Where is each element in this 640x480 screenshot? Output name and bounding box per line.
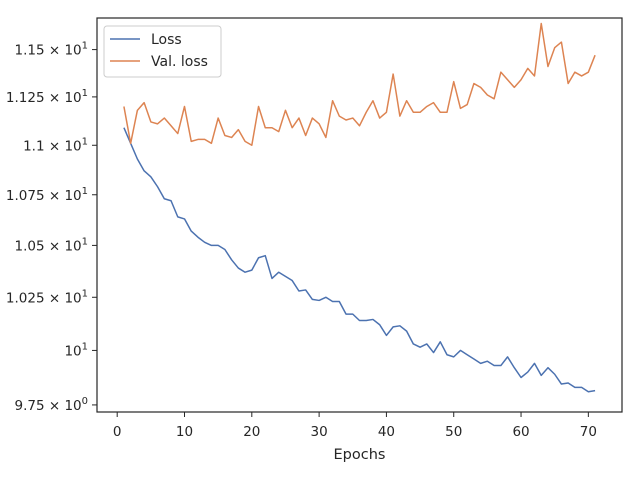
x-axis-label: Epochs [334,447,386,463]
x-tick-label: 10 [176,424,193,440]
y-tick-label: 9.75 × 100 [14,396,88,414]
x-tick-label: 40 [378,424,395,440]
x-axis-ticks: 0 10 20 30 40 50 60 70 [113,412,597,440]
y-tick-label: 1.125 × 101 [6,88,88,106]
x-tick-label: 30 [311,424,328,440]
axes [96,17,623,413]
series-line-loss [123,127,596,393]
x-tick-label: 0 [113,424,122,440]
y-tick-label: 1.075 × 101 [6,186,88,204]
x-tick-label: 50 [445,424,462,440]
series-line-val-loss [123,22,596,147]
plot-area [123,22,596,393]
y-axis-ticks: 9.75 × 100 101 1.025 × 101 1.05 × 101 1.075 … [6,41,97,414]
y-tick-label: 1.15 × 101 [14,41,88,59]
y-tick-label: 1.05 × 101 [14,236,88,254]
x-tick-label: 20 [243,424,260,440]
legend: Loss Val. loss [103,25,222,78]
x-tick-label: 70 [580,424,597,440]
y-tick-label: 1.025 × 101 [6,288,88,306]
y-tick-label: 101 [64,341,88,359]
legend-label-val-loss: Val. loss [151,54,208,70]
legend-label-loss: Loss [151,32,182,48]
y-tick-label: 1.1 × 101 [23,136,88,154]
x-tick-label: 60 [512,424,529,440]
plot-frame [96,17,623,413]
